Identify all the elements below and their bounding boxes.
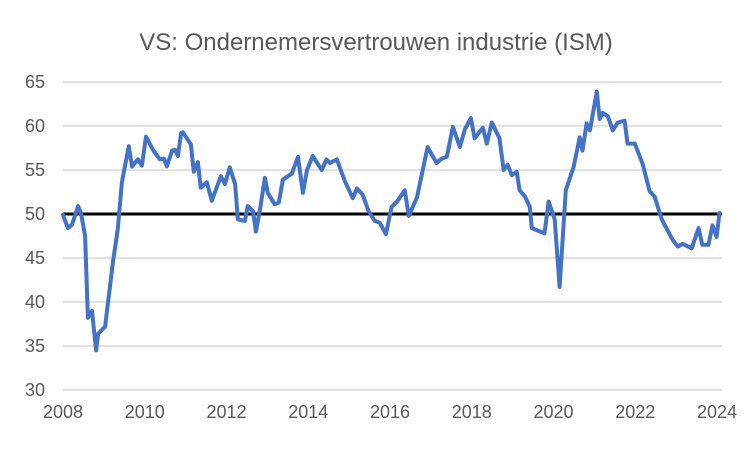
y-tick-label: 65 bbox=[25, 72, 45, 92]
x-tick-label: 2008 bbox=[43, 402, 83, 422]
y-tick-label: 50 bbox=[25, 204, 45, 224]
y-tick-label: 40 bbox=[25, 292, 45, 312]
x-tick-label: 2024 bbox=[697, 402, 737, 422]
x-tick-label: 2022 bbox=[615, 402, 655, 422]
y-tick-label: 30 bbox=[25, 380, 45, 400]
x-tick-label: 2010 bbox=[125, 402, 165, 422]
chart-title: VS: Ondernemersvertrouwen industrie (ISM… bbox=[139, 29, 613, 56]
x-tick-label: 2018 bbox=[452, 402, 492, 422]
x-tick-label: 2014 bbox=[288, 402, 328, 422]
x-axis-ticks: 2008 2010 2012 2014 2016 2018 2020 2022 2024 bbox=[43, 402, 737, 422]
x-tick-label: 2012 bbox=[206, 402, 246, 422]
gridlines bbox=[63, 81, 722, 391]
y-tick-label: 35 bbox=[25, 336, 45, 356]
y-tick-label: 45 bbox=[25, 248, 45, 268]
y-tick-label: 60 bbox=[25, 116, 45, 136]
y-axis-ticks: 30 35 40 45 50 55 60 65 bbox=[25, 72, 45, 400]
y-tick-label: 55 bbox=[25, 160, 45, 180]
series-line-ism bbox=[61, 89, 722, 353]
x-tick-label: 2016 bbox=[370, 402, 410, 422]
x-tick-label: 2020 bbox=[533, 402, 573, 422]
